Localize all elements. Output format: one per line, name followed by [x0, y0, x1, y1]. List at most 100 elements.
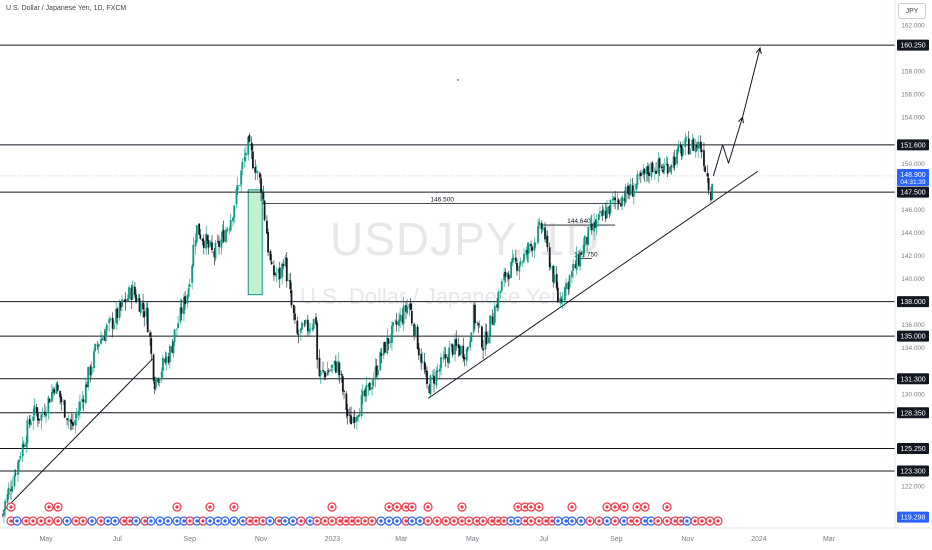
candle-body: [55, 383, 58, 394]
candle-body: [164, 358, 167, 363]
candle-body: [14, 473, 17, 475]
annotation-label: 146.500: [430, 197, 454, 204]
candle-body: [399, 314, 402, 321]
candle-body: [77, 410, 80, 416]
event-marker-dot: [529, 505, 533, 509]
event-marker-dot: [597, 519, 601, 523]
candle-body: [392, 322, 395, 326]
candle-body: [25, 442, 28, 447]
candle-body: [69, 419, 72, 422]
candle-body: [326, 370, 329, 376]
candle-body: [284, 257, 287, 266]
candle-body: [334, 361, 337, 373]
candle-body: [43, 411, 46, 415]
candle-body: [233, 205, 236, 218]
candle-body: [216, 241, 219, 243]
level-badge: [897, 407, 929, 419]
candle-body: [469, 340, 472, 348]
candle-body: [582, 245, 585, 256]
candle-body: [36, 413, 39, 421]
candle-body: [666, 164, 669, 174]
candle-body: [228, 229, 231, 230]
candle-body: [420, 353, 423, 363]
candle-body: [703, 150, 705, 166]
event-marker-dot: [613, 505, 617, 509]
event-marker-dot: [323, 519, 327, 523]
candle-body: [139, 303, 142, 314]
candle-body: [188, 284, 191, 287]
candle-body: [440, 357, 442, 369]
candle-body: [303, 324, 306, 326]
candle-body: [47, 397, 50, 412]
candle-body: [48, 398, 51, 403]
price-tick-label: 122.000: [901, 483, 925, 490]
candle-body: [372, 379, 375, 386]
candle-body: [571, 271, 573, 277]
candle-body: [533, 242, 536, 251]
event-marker-dot: [74, 519, 78, 523]
candle-body: [35, 406, 38, 414]
candle-body: [601, 210, 604, 217]
candle-body: [653, 170, 656, 172]
symbol-title[interactable]: U.S. Dollar / Japanese Yen, 1D, FXCM: [6, 5, 127, 12]
projection-line: [722, 144, 729, 164]
candle-body: [541, 227, 544, 231]
event-marker-dot: [404, 505, 408, 509]
candle-body: [179, 307, 182, 322]
candle-body: [263, 200, 266, 220]
candle-body: [241, 161, 244, 170]
event-marker-dot: [523, 505, 527, 509]
candle-body: [561, 298, 564, 301]
candle-body: [511, 258, 514, 263]
level-badge-label: 135.000: [900, 334, 925, 341]
time-tick-label: Nov: [255, 536, 268, 543]
candle-body: [74, 419, 77, 426]
currency-selector[interactable]: JPY: [898, 3, 926, 19]
event-marker-dot: [223, 519, 227, 523]
event-marker-dot: [570, 505, 574, 509]
event-marker-dot: [404, 519, 408, 523]
candle-body: [593, 221, 596, 232]
candle-body: [251, 151, 254, 169]
candle-body: [574, 264, 577, 269]
candle-body: [477, 323, 480, 326]
level-badge-label: 125.250: [900, 446, 925, 453]
candle-body: [428, 385, 431, 394]
candle-body: [195, 225, 198, 242]
event-marker-dot: [166, 519, 170, 523]
candle-body: [277, 269, 280, 274]
candle-body: [635, 183, 638, 190]
candle-body: [556, 287, 559, 302]
candle-body: [564, 287, 566, 301]
candle-body: [514, 257, 517, 262]
event-marker-dot: [56, 505, 60, 509]
candle-body: [133, 286, 136, 295]
candle-body: [568, 275, 571, 288]
event-marker-dot: [65, 519, 69, 523]
candle-body: [423, 362, 426, 370]
candle-body: [361, 390, 364, 396]
candle-body: [266, 220, 268, 234]
candle-body: [450, 343, 453, 347]
candle-body: [281, 263, 284, 278]
event-marker-dot: [579, 519, 583, 523]
event-marker-dot: [529, 519, 533, 523]
event-marker-dot: [460, 519, 464, 523]
candle-body: [194, 240, 197, 247]
time-tick-label: 2023: [325, 536, 341, 543]
event-marker-dot: [232, 505, 236, 509]
candle-body: [401, 315, 404, 323]
candle-body: [220, 239, 223, 248]
event-marker-dot: [700, 519, 704, 523]
candle-body: [235, 188, 238, 205]
candle-body: [29, 421, 32, 426]
candle-body: [367, 383, 370, 387]
candle-body: [470, 332, 473, 342]
candle-body: [478, 325, 481, 327]
event-marker-dot: [90, 519, 94, 523]
candle-body: [17, 461, 19, 475]
candle-body: [79, 401, 81, 411]
candle-body: [677, 145, 680, 152]
candle-body: [211, 242, 213, 250]
